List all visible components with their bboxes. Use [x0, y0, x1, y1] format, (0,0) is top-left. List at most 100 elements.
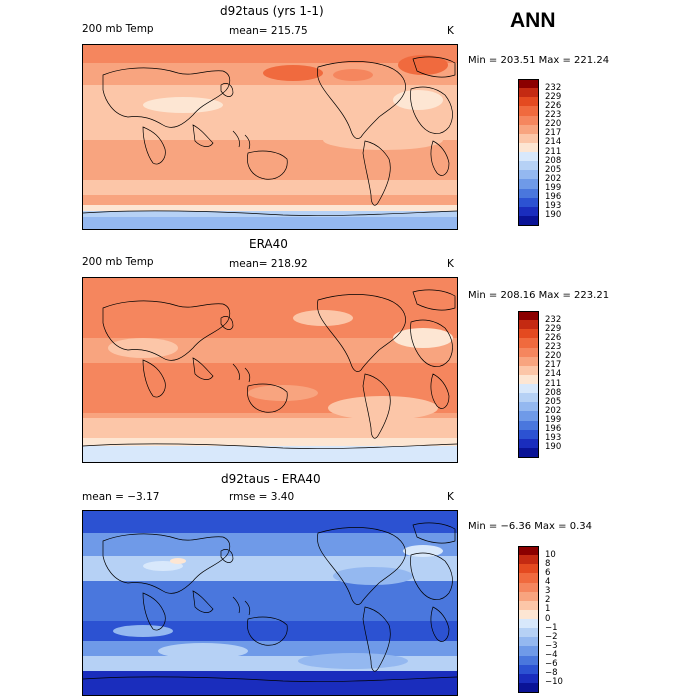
coastline	[232, 130, 251, 150]
colorbar-swatch	[518, 320, 539, 330]
colorbar-swatch	[518, 197, 539, 208]
colorbar-tick-label: −8	[545, 668, 558, 679]
contour-region	[248, 385, 318, 401]
colorbar-swatch	[518, 161, 539, 171]
contour-region	[323, 130, 443, 150]
panel1-mean-label: mean= 215.75	[229, 25, 308, 37]
contour-region	[298, 653, 408, 669]
colorbar-swatch	[518, 329, 539, 339]
contour-band	[83, 278, 457, 338]
colorbar-swatch	[518, 637, 539, 647]
colorbar-tick-label: 229	[545, 323, 562, 334]
contour-region	[233, 556, 313, 570]
colorbar-tick-label: 199	[545, 183, 562, 193]
colorbar-tick-label: 211	[545, 378, 562, 389]
coastline	[102, 533, 231, 594]
colorbar-swatch	[518, 188, 539, 199]
colorbar-tick-label: 8	[545, 558, 551, 569]
colorbar-swatch	[518, 447, 539, 458]
colorbar-tick-label: 202	[545, 405, 562, 416]
contour-region	[393, 328, 453, 348]
contour-band	[83, 446, 457, 462]
contour-region	[263, 65, 323, 81]
colorbar-tick-label: 190	[545, 210, 562, 221]
colorbar-swatch	[518, 79, 539, 89]
colorbar-swatch	[518, 546, 539, 556]
contour-region	[153, 420, 273, 436]
panel3-mean-label: mean = −3.17	[82, 491, 160, 503]
contour-region	[143, 561, 183, 571]
colorbar-tick-label: 229	[545, 91, 562, 102]
colorbar-swatch	[518, 393, 539, 403]
contour-region	[403, 545, 443, 557]
map-field	[83, 511, 457, 695]
colorbar-tick-label: 4	[545, 577, 551, 587]
contour-band	[83, 641, 457, 656]
coastline	[192, 357, 214, 380]
colorbar-swatch	[518, 682, 539, 693]
colorbar-tick-label: 232	[545, 82, 562, 93]
coastline	[317, 294, 406, 372]
panel2-minmax-label: Min = 208.16 Max = 223.21	[468, 290, 610, 301]
colorbar-tick-label: 220	[545, 351, 562, 362]
contour-band	[83, 511, 457, 533]
colorbar-swatch	[518, 591, 539, 602]
colorbar-swatch	[518, 582, 539, 593]
coastline	[192, 590, 214, 613]
coastline	[220, 316, 234, 330]
contour-region	[398, 55, 448, 75]
contour-region	[328, 396, 438, 420]
panel3-minmax-label: Min = −6.36 Max = 0.34	[468, 521, 592, 532]
colorbar-tick-label: 190	[545, 442, 562, 453]
colorbar-swatch	[518, 97, 539, 107]
contour-region	[333, 567, 413, 585]
colorbar-tick-label: 226	[545, 332, 562, 343]
colorbar-swatch	[518, 619, 539, 629]
colorbar-swatch	[518, 673, 539, 684]
contour-band	[83, 205, 457, 215]
panel3-rmse-label: rmse = 3.40	[229, 491, 295, 503]
panel2-units-label: K	[447, 258, 454, 270]
colorbar-tick-label: 202	[545, 173, 562, 184]
panel3-units-label: K	[447, 491, 454, 503]
coastline	[430, 140, 450, 176]
colorbar-tick-label: 226	[545, 100, 562, 111]
colorbar-tick-label: 10	[545, 549, 556, 560]
contour-band	[83, 671, 457, 695]
colorbar-tick-label: 3	[545, 586, 551, 597]
colorbar-swatch	[518, 429, 539, 440]
colorbar-tick-label: 211	[545, 146, 562, 157]
colorbar-swatch	[518, 115, 539, 126]
panel3-map	[82, 510, 458, 696]
season-label: ANN	[510, 9, 556, 32]
colorbar-swatch	[518, 206, 539, 217]
contour-band	[83, 438, 457, 446]
colorbar-swatch	[518, 133, 539, 144]
colorbar-tick-label: 214	[545, 137, 562, 148]
coastline	[142, 359, 166, 398]
colorbar-tick-label: 1	[545, 604, 551, 615]
colorbar-swatch	[518, 215, 539, 226]
contour-region	[113, 625, 173, 637]
panel1-colorbar: 232 229 226 223 220 217 214 211 208 205 202 199 196 1…	[518, 79, 578, 226]
colorbar-swatch	[518, 179, 539, 189]
contour-band	[83, 533, 457, 556]
panel1-map	[82, 44, 458, 230]
colorbar-swatch	[518, 411, 539, 421]
map-field	[83, 45, 457, 229]
coastline	[412, 289, 456, 311]
colorbar-swatch	[518, 142, 539, 153]
contour-region	[293, 310, 353, 326]
contour-band	[83, 581, 457, 621]
panel3-title: d92taus - ERA40	[221, 472, 321, 486]
coastline	[410, 86, 453, 134]
colorbar-swatch	[518, 555, 539, 565]
colorbar-tick-label: 208	[545, 155, 562, 166]
colorbar-tick-label: 208	[545, 387, 562, 398]
coastline	[410, 552, 453, 600]
colorbar-swatch	[518, 106, 539, 116]
panel2-mean-label: mean= 218.92	[229, 258, 308, 270]
colorbar-tick-label: 205	[545, 164, 562, 175]
coastline	[412, 56, 456, 78]
contour-region	[143, 97, 223, 113]
